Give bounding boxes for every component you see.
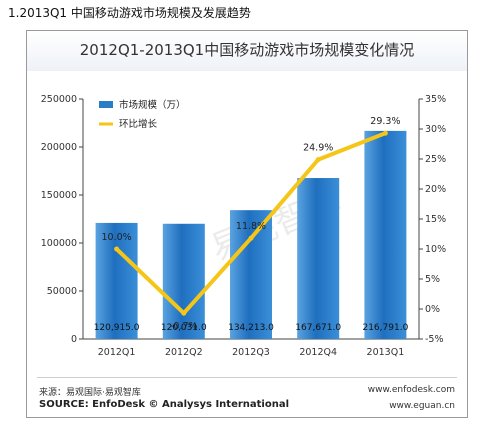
url-eguan: www.eguan.cn — [389, 401, 455, 411]
bar — [297, 178, 340, 339]
chart-title-band — [27, 31, 467, 71]
growth-point — [315, 157, 321, 163]
left-tick-label: 100000 — [41, 238, 77, 249]
legend-label-bar: 市场规模（万） — [119, 99, 186, 111]
page-heading: 1.2013Q1 中国移动游戏市场规模及发展趋势 — [8, 6, 251, 20]
bar-value-label: 134,213.0 — [228, 323, 274, 333]
right-tick-label: 20% — [425, 184, 446, 195]
chart-frame: 2012Q1-2013Q1中国移动游戏市场规模变化情况 易观智库 0 50000 1… — [26, 30, 468, 418]
bar — [230, 210, 272, 339]
legend-label-line: 环比增长 — [119, 118, 158, 130]
growth-point — [248, 235, 254, 241]
right-tick-label: 5% — [425, 274, 440, 285]
left-tick-label: 150000 — [41, 190, 77, 201]
x-tick-label: 2012Q1 — [98, 347, 136, 358]
left-tick-label: 250000 — [41, 94, 77, 105]
legend-swatch-bar — [99, 101, 113, 108]
chart-title: 2012Q1-2013Q1中国移动游戏市场规模变化情况 — [79, 41, 415, 59]
right-tick-label: 0% — [425, 304, 440, 315]
right-tick-label: -5% — [425, 334, 444, 345]
left-tick-label: 50000 — [47, 286, 77, 297]
bar — [162, 223, 205, 339]
chart-svg: 易观智库 050000100000150000200000250000-5%0%… — [41, 94, 446, 358]
bar — [364, 130, 407, 339]
x-tick-label: 2012Q2 — [165, 347, 203, 358]
bar-value-label: 120,031.0 — [161, 323, 207, 333]
bar-value-label: 216,791.0 — [362, 323, 408, 333]
bar — [95, 222, 138, 339]
left-tick-label: 200000 — [41, 142, 77, 153]
right-tick-label: 10% — [425, 244, 446, 255]
right-tick-label: 15% — [425, 214, 446, 225]
x-tick-label: 2012Q3 — [232, 347, 270, 358]
source-en: SOURCE: EnfoDesk © Analysys Internationa… — [39, 399, 290, 410]
footer-divider — [37, 377, 457, 378]
growth-point — [382, 130, 388, 136]
bar-value-label: 120,915.0 — [94, 323, 140, 333]
source-cn: 来源：易观国际·易观智库 — [39, 388, 141, 398]
url-enfodesk: www.enfodesk.com — [367, 385, 455, 395]
right-tick-label: 25% — [425, 154, 446, 165]
growth-point — [181, 310, 187, 316]
right-tick-label: 30% — [425, 124, 446, 135]
bar-value-label: 167,671.0 — [295, 323, 341, 333]
left-tick-label: 0 — [71, 334, 77, 345]
growth-value-label: 10.0% — [102, 232, 132, 243]
x-tick-label: 2012Q4 — [299, 347, 337, 358]
growth-value-label: 29.3% — [370, 116, 400, 127]
growth-value-label: 24.9% — [303, 143, 333, 154]
right-tick-label: 35% — [425, 94, 446, 105]
growth-value-label: 11.8% — [236, 221, 266, 232]
growth-value-label: -0.7% — [170, 321, 198, 332]
x-tick-label: 2013Q1 — [367, 347, 405, 358]
growth-point — [114, 246, 120, 252]
